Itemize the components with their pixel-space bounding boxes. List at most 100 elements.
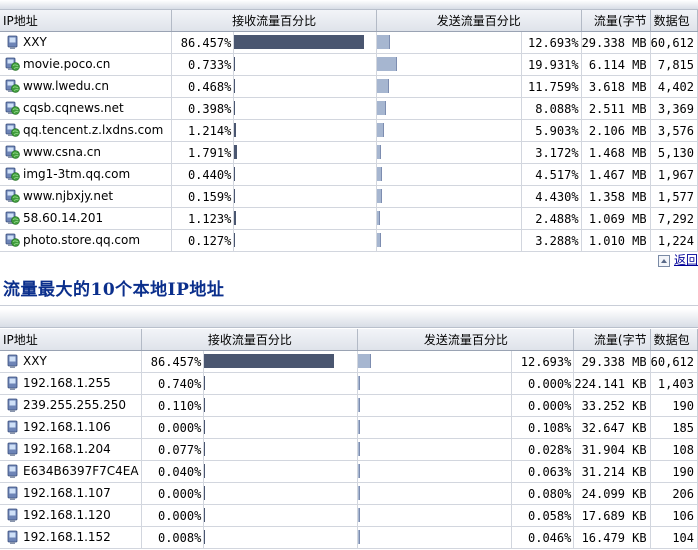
computer-icon — [7, 420, 18, 434]
ip-address[interactable]: 192.168.1.204 — [23, 442, 111, 456]
recv-bar-cell — [233, 207, 377, 230]
ip-address[interactable]: www.lwedu.cn — [23, 79, 109, 93]
back-to-top-icon — [657, 254, 670, 267]
ip-address[interactable]: 192.168.1.107 — [23, 486, 111, 500]
ip-cell: 58.60.14.201 — [0, 207, 173, 230]
ip-address[interactable]: qq.tencent.z.lxdns.com — [23, 123, 164, 137]
send-bar-cell — [376, 229, 522, 252]
ip-address[interactable]: www.csna.cn — [23, 145, 101, 159]
ip-address[interactable]: img1-3tm.qq.com — [23, 167, 131, 181]
packet-count: 1,967 — [650, 163, 698, 186]
recv-percent: 0.127% — [171, 229, 235, 252]
send-bar — [358, 376, 361, 390]
ip-address[interactable]: 192.168.1.255 — [23, 376, 111, 390]
recv-percent: 1.123% — [171, 207, 235, 230]
send-bar-cell — [357, 394, 513, 417]
column-header-bytes[interactable]: 流量(字节 — [581, 10, 651, 32]
ip-address[interactable]: 192.168.1.106 — [23, 420, 111, 434]
recv-bar — [234, 123, 237, 137]
recv-bar — [234, 211, 237, 225]
column-header-ip[interactable]: IP地址 — [0, 10, 173, 32]
recv-percent: 0.733% — [171, 53, 235, 76]
ip-cell: 192.168.1.120 — [0, 504, 143, 527]
send-bar — [358, 420, 361, 434]
traffic-bytes: 32.647 KB — [573, 416, 651, 439]
ip-cell: movie.poco.cn — [0, 53, 173, 76]
recv-bar-cell — [203, 394, 359, 417]
traffic-bytes: 1.358 MB — [581, 185, 651, 208]
send-bar — [376, 123, 384, 137]
ip-cell: 239.255.255.250 — [0, 394, 143, 417]
packet-count: 60,612 — [650, 31, 698, 54]
table-row: XXY 86.457% 12.693% 29.338 MB 60,612 — [0, 350, 698, 373]
column-header-packets[interactable]: 数据包 — [650, 329, 698, 351]
recv-percent: 1.214% — [171, 119, 235, 142]
remote-traffic-table: IP地址 接收流量百分比 发送流量百分比 流量(字节 数据包 XXY 86.457… — [0, 10, 698, 252]
send-percent: 0.108% — [511, 416, 575, 439]
ip-address[interactable]: 239.255.255.250 — [23, 398, 127, 412]
ip-address[interactable]: XXY — [23, 35, 47, 49]
column-header-send[interactable]: 发送流量百分比 — [376, 10, 582, 32]
traffic-bytes: 33.252 KB — [573, 394, 651, 417]
back-link-label[interactable]: 返回 — [673, 253, 698, 267]
ip-address[interactable]: www.njbxjy.net — [23, 189, 114, 203]
packet-count: 206 — [650, 482, 698, 505]
top-header-strip — [0, 0, 698, 10]
ip-address[interactable]: cqsb.cqnews.net — [23, 101, 124, 115]
ip-address[interactable]: 58.60.14.201 — [23, 211, 104, 225]
ip-cell: img1-3tm.qq.com — [0, 163, 173, 186]
ip-cell: 192.168.1.255 — [0, 372, 143, 395]
packet-count: 5,130 — [650, 141, 698, 164]
send-percent: 0.080% — [511, 482, 575, 505]
send-bar — [376, 35, 390, 49]
table-row: www.csna.cn 1.791% 3.172% 1.468 MB 5,130 — [0, 141, 698, 164]
computer-icon — [7, 442, 18, 456]
recv-bar — [204, 530, 206, 544]
send-bar-cell — [357, 350, 513, 373]
send-percent: 0.000% — [511, 394, 575, 417]
ip-address[interactable]: XXY — [23, 354, 47, 368]
recv-percent: 0.000% — [141, 416, 205, 439]
table-row: www.njbxjy.net 0.159% 4.430% 1.358 MB 1,577 — [0, 185, 698, 208]
ip-address[interactable]: movie.poco.cn — [23, 57, 111, 71]
recv-bar-cell — [203, 372, 359, 395]
column-header-send[interactable]: 发送流量百分比 — [357, 329, 575, 351]
traffic-bytes: 31.904 KB — [573, 438, 651, 461]
ip-address[interactable]: E634B6397F7C4EA — [23, 464, 139, 478]
table-header-row: IP地址 接收流量百分比 发送流量百分比 流量(字节 数据包 — [0, 329, 698, 351]
packet-count: 3,369 — [650, 97, 698, 120]
send-bar — [358, 508, 361, 522]
send-bar-cell — [376, 75, 522, 98]
column-header-bytes[interactable]: 流量(字节 — [573, 329, 651, 351]
packet-count: 190 — [650, 394, 698, 417]
packet-count: 106 — [650, 504, 698, 527]
back-link[interactable]: 返回 — [657, 251, 698, 267]
send-percent: 0.058% — [511, 504, 575, 527]
recv-bar — [204, 420, 206, 434]
send-bar — [358, 464, 361, 478]
send-percent: 4.430% — [521, 185, 582, 208]
send-bar-cell — [357, 460, 513, 483]
table-row: XXY 86.457% 12.693% 29.338 MB 60,612 — [0, 31, 698, 54]
table-header-row: IP地址 接收流量百分比 发送流量百分比 流量(字节 数据包 — [0, 10, 698, 32]
ip-address[interactable]: 192.168.1.120 — [23, 508, 111, 522]
column-header-recv[interactable]: 接收流量百分比 — [141, 329, 359, 351]
send-bar — [358, 398, 361, 412]
send-bar — [376, 233, 381, 247]
ip-address[interactable]: photo.store.qq.com — [23, 233, 141, 247]
table-row: 192.168.1.106 0.000% 0.108% 32.647 KB 185 — [0, 416, 698, 439]
ip-address[interactable]: 192.168.1.152 — [23, 530, 111, 544]
table-row: photo.store.qq.com 0.127% 3.288% 1.010 MB 1,… — [0, 229, 698, 252]
column-header-packets[interactable]: 数据包 — [650, 10, 698, 32]
packet-count: 4,402 — [650, 75, 698, 98]
ip-cell: XXY — [0, 31, 173, 54]
recv-percent: 0.110% — [141, 394, 205, 417]
column-header-ip[interactable]: IP地址 — [0, 329, 143, 351]
send-percent: 2.488% — [521, 207, 582, 230]
recv-percent: 1.791% — [171, 141, 235, 164]
local-traffic-table-body: IP地址 接收流量百分比 发送流量百分比 流量(字节 数据包 XXY 86.457… — [0, 329, 698, 549]
send-bar-cell — [376, 97, 522, 120]
column-header-recv[interactable]: 接收流量百分比 — [171, 10, 377, 32]
packet-count: 104 — [650, 526, 698, 549]
send-percent: 11.759% — [521, 75, 582, 98]
